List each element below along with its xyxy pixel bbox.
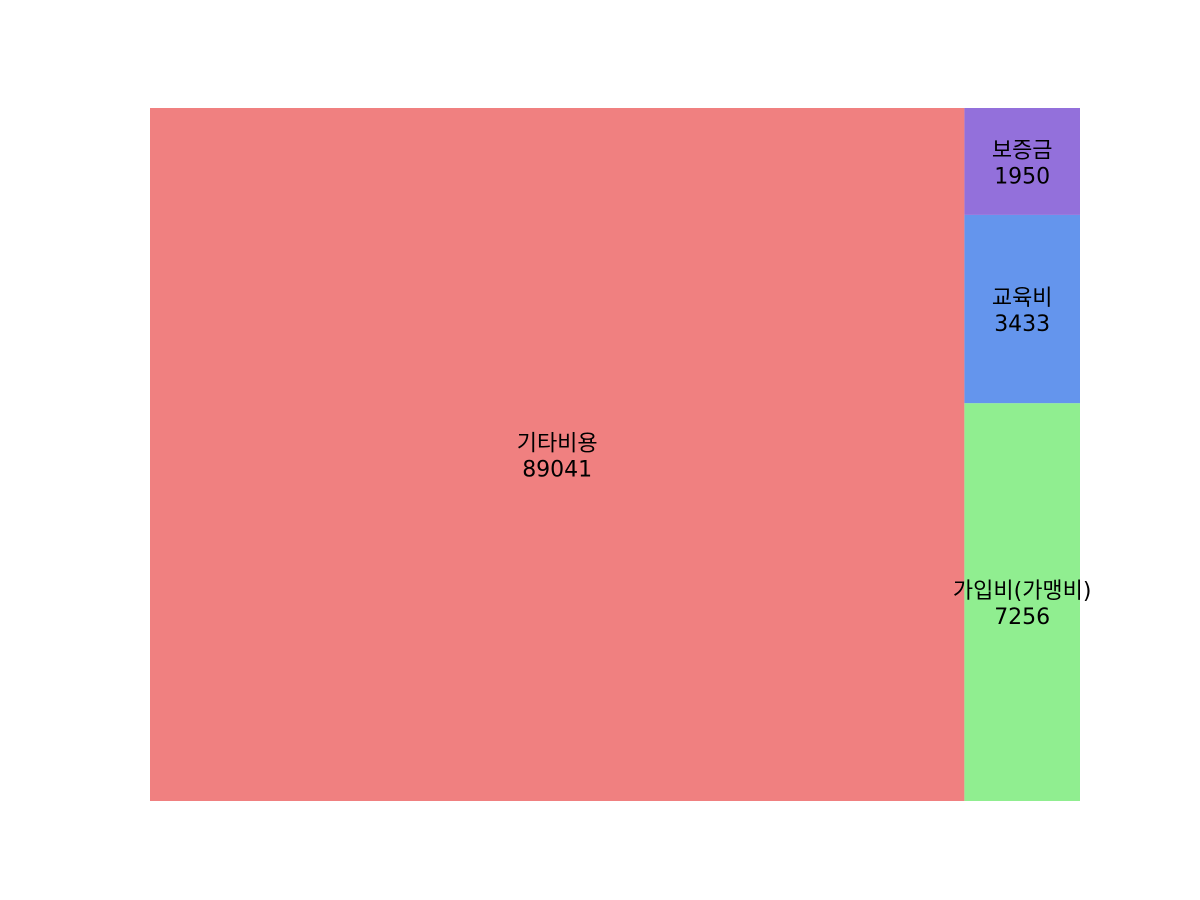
tile-value-label: 89041 [522,458,592,483]
treemap-tile [964,214,1080,404]
tile-value-label: 1950 [994,164,1050,189]
tile-category-label: 기타비용 [517,432,598,457]
tile-value-label: 7256 [994,605,1050,630]
tile-category-label: 보증금 [992,138,1053,163]
tile-value-label: 3433 [994,312,1050,337]
treemap-tile [150,108,965,801]
treemap-tile [964,403,1080,801]
tile-category-label: 교육비 [992,286,1053,311]
treemap-tile [964,108,1080,215]
tile-category-label: 가입비(가맹비) [953,579,1092,604]
